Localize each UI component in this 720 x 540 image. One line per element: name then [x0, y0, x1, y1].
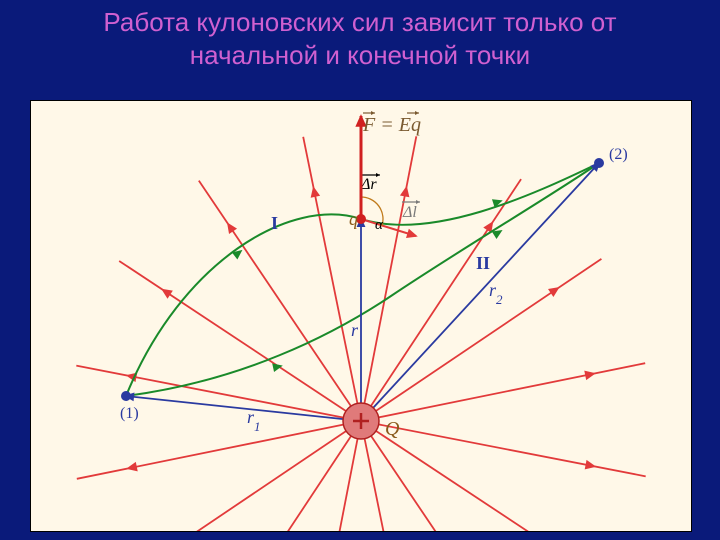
svg-text:I: I [271, 213, 278, 233]
physics-diagram: IIIr1r2rΔlΔrαF = Eq(1)(2)qQ [30, 100, 692, 532]
slide-stage: Работа кулоновских сил зависит только от… [0, 0, 720, 540]
svg-text:Δl: Δl [402, 204, 417, 221]
svg-text:(2): (2) [609, 146, 628, 163]
svg-text:(1): (1) [120, 405, 139, 422]
title-line-2: начальной и конечной точки [0, 39, 720, 72]
svg-text:F = Eq: F = Eq [362, 114, 421, 136]
svg-text:r2: r2 [489, 280, 503, 307]
svg-text:q: q [349, 209, 358, 229]
svg-text:Q: Q [385, 418, 400, 440]
title-line-1: Работа кулоновских сил зависит только от [0, 6, 720, 39]
svg-text:Δr: Δr [360, 176, 377, 193]
page-title: Работа кулоновских сил зависит только от… [0, 0, 720, 71]
svg-text:α: α [375, 217, 384, 233]
svg-text:r: r [351, 320, 359, 340]
diagram-svg: IIIr1r2rΔlΔrαF = Eq(1)(2)qQ [31, 101, 691, 531]
svg-text:II: II [476, 253, 490, 273]
